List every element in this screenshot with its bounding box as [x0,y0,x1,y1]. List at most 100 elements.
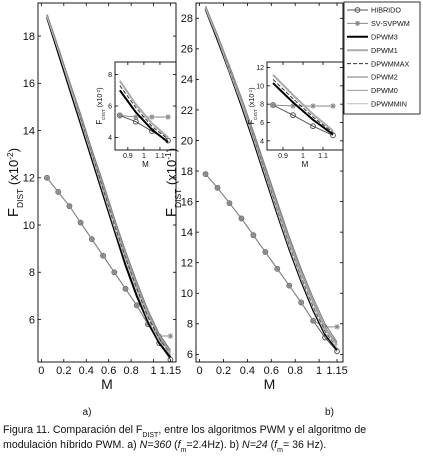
caption-text: = 36 Hz). [283,439,326,451]
caption-text: DIST [142,432,159,439]
y-tick-label: 22 [181,105,193,117]
marker [274,266,281,272]
y-tick-label: 16 [181,196,193,208]
x-axis-label: M [142,160,149,169]
y-axis-label: FDIST (x10-2) [5,148,25,217]
series-line [46,14,171,351]
x-tick-label: 1 [150,365,156,377]
y-label-sub: DIST [173,189,183,208]
y-tick-label: 10 [256,83,264,90]
y-label-sub: DIST [15,189,25,208]
x-tick-label: 1 [142,153,146,160]
x-tick-label: 1.15 [160,365,181,377]
legend-box [343,1,421,115]
x-tick-label: 1 [301,153,305,160]
series-group [202,5,340,355]
marker [44,174,50,181]
series-line [119,85,169,140]
y-label-unit: (x10 [97,94,104,110]
marker [290,112,296,119]
y-tick-label: 4 [260,138,264,145]
x-tick-label: 0.4 [79,365,94,377]
x-tick-label: 0.2 [216,365,231,377]
x-tick-label: 0.8 [288,365,303,377]
legend-label: DPWM1 [371,46,398,55]
y-label-end: ) [97,87,104,89]
marker [330,132,336,139]
y-tick-label: 20 [181,135,193,147]
marker [55,189,61,195]
legend-label: DPWM2 [371,73,398,82]
x-tick-label: 0.6 [101,365,116,377]
marker [250,232,257,239]
y-label-main: F [5,208,22,217]
caption-text: ( [268,439,275,451]
y-tick-label: 12 [23,173,35,185]
series-line [119,89,169,143]
marker [290,103,296,109]
x-tick-label: 0.8 [123,365,138,377]
x-tick-label: 0.6 [264,365,279,377]
x-tick-label: 1.15 [326,365,347,377]
marker [117,112,123,119]
marker [286,282,293,289]
y-label-sub: DIST [101,109,106,120]
y-tick-label: 10 [23,220,35,232]
legend-label: DPWMMIN [371,100,407,109]
y-tick-label: 14 [181,227,193,239]
y-label-exp: -1 [248,89,253,94]
marker [310,103,316,109]
y-label-exp: -2 [96,89,101,94]
series-line [205,173,338,328]
series-line [205,5,338,343]
x-tick-label: 0 [197,365,203,377]
y-tick-label: 16 [23,78,35,90]
legend-label: SV-SVPWM [371,19,410,28]
plot-frame [195,2,344,363]
legend-marker [354,7,361,13]
y-label-end: ) [164,148,179,152]
marker [330,103,336,109]
marker [133,114,139,120]
x-tick-label: 1.1 [318,153,328,160]
caption-text: m [181,447,187,454]
caption-text: modulación híbrido PWM. a) [3,439,140,451]
series-line [46,16,172,358]
series-line [118,80,169,139]
legend-label: HIBRIDO [371,6,401,15]
caption-text: m [277,447,283,454]
series-line [272,74,334,132]
inset-chart: 4 6 8 10 12 0.9 1 1.1 M [256,61,344,169]
x-tick-label: 0.2 [56,365,71,377]
y-tick-label: 8 [29,267,35,279]
y-label-exp: -1 [163,152,173,160]
marker [149,114,155,120]
y-tick-label: 26 [181,44,193,56]
y-label-main: F [95,120,104,125]
y-axis-label: FDIST (x10-1) [163,148,183,217]
caption-text: N=24 [242,439,268,451]
y-label-sub: DIST [253,109,258,120]
series-line [205,8,338,349]
series-group [270,74,336,139]
marker [122,285,129,292]
y-tick-label: 6 [29,314,35,326]
y-tick-label: 12 [181,258,193,270]
caption-line: Figura 11. Comparación del FDIST, entre … [3,424,366,439]
y-label-main: F [247,120,256,125]
y-label-unit: (x10 [6,160,21,189]
y-axis-label: FDIST (x10-2) [95,87,106,124]
caption-text: Figura 11. Comparación del F [3,424,143,436]
legend-label: DPWMMAX [371,59,410,68]
marker [145,321,151,328]
series-line [205,173,338,352]
y-tick-label: 8 [108,72,112,79]
marker [214,185,221,191]
y-tick-label: 10 [181,288,193,300]
plot-frame [37,2,177,363]
y-label-unit: (x10 [249,94,256,110]
plot-frame [114,61,177,151]
y-tick-label: 8 [187,319,193,331]
